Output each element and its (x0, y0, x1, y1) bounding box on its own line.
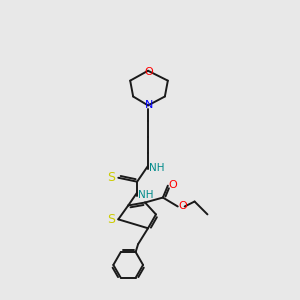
Text: S: S (107, 213, 116, 226)
Text: O: O (145, 67, 153, 77)
Text: O: O (178, 202, 187, 212)
Text: NH: NH (138, 190, 154, 200)
Text: NH: NH (149, 163, 165, 173)
Text: N: N (145, 100, 153, 110)
Text: S: S (107, 171, 116, 184)
Text: O: O (168, 180, 177, 190)
